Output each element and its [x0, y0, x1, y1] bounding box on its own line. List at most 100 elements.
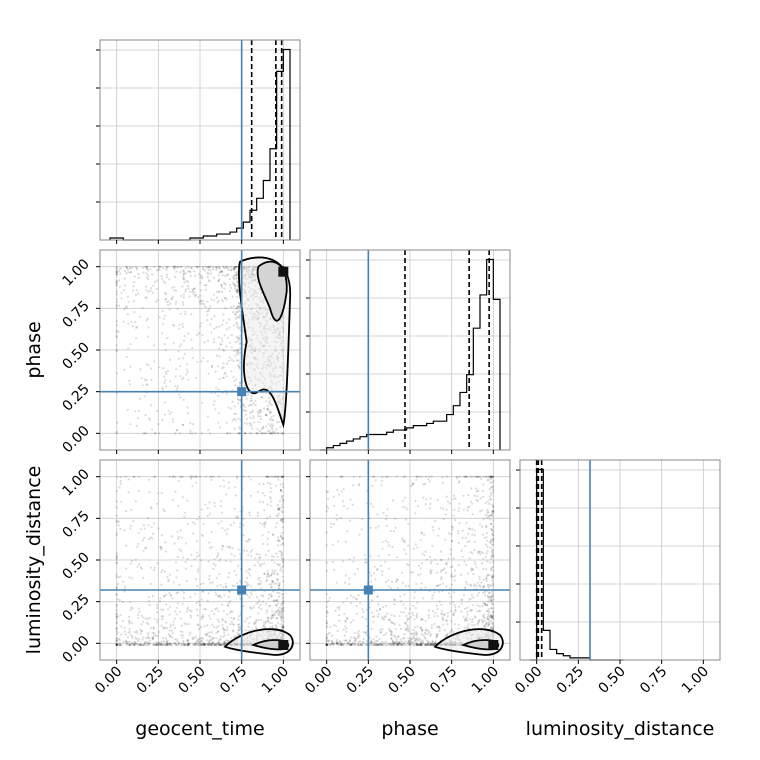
sample-point: [491, 575, 494, 579]
sample-point: [157, 492, 160, 495]
sample-point: [448, 602, 452, 605]
sample-point: [156, 279, 159, 282]
sample-point: [227, 595, 230, 599]
sample-point: [168, 643, 171, 646]
sample-point: [215, 268, 218, 271]
sample-point: [234, 486, 237, 489]
sample-point: [395, 643, 399, 646]
sample-point: [163, 594, 166, 598]
sample-point: [377, 525, 380, 528]
sample-point: [223, 643, 226, 646]
sample-point: [161, 277, 164, 280]
sample-point: [230, 305, 233, 309]
sample-point: [141, 643, 145, 647]
sample-point: [232, 266, 235, 269]
sample-point: [169, 594, 172, 597]
sample-point: [402, 637, 405, 640]
sample-point: [182, 272, 185, 275]
sample-point: [485, 475, 488, 478]
sample-point: [204, 265, 207, 268]
sample-point: [475, 495, 479, 498]
sample-point: [279, 534, 282, 537]
sample-point: [125, 265, 128, 268]
sample-point: [407, 522, 410, 525]
sample-point: [464, 544, 467, 548]
sample-point: [190, 475, 193, 478]
sample-point: [259, 415, 262, 418]
sample-point: [133, 311, 136, 314]
sample-point: [205, 639, 209, 642]
sample-point: [482, 585, 485, 589]
sample-point: [233, 507, 236, 510]
sample-point: [282, 543, 285, 546]
sample-point: [389, 629, 392, 632]
sample-point: [221, 527, 224, 530]
sample-point: [233, 266, 237, 269]
sample-point: [273, 561, 276, 564]
sample-point: [490, 616, 493, 619]
sample-point: [115, 615, 118, 619]
sample-point: [164, 643, 167, 647]
sample-point: [278, 421, 281, 424]
sample-point: [225, 375, 229, 378]
sample-point: [279, 500, 282, 503]
sample-point: [491, 590, 494, 593]
sample-point: [407, 640, 410, 643]
sample-point: [265, 407, 269, 411]
sample-point: [254, 626, 258, 629]
sample-point: [491, 554, 494, 558]
sample-point: [146, 278, 150, 281]
sample-point: [268, 432, 271, 435]
sample-point: [230, 286, 233, 289]
sample-point: [276, 578, 279, 581]
sample-point: [163, 413, 166, 416]
sample-point: [466, 540, 469, 544]
sample-point: [329, 625, 332, 628]
sample-point: [394, 635, 397, 639]
sample-point: [125, 643, 128, 646]
sample-point: [263, 494, 266, 497]
sample-point: [390, 637, 393, 640]
sample-point: [440, 577, 443, 581]
sample-point: [208, 578, 211, 581]
sample-point: [260, 587, 263, 590]
sample-point: [150, 287, 153, 290]
sample-point: [343, 612, 346, 615]
sample-point: [466, 506, 469, 509]
sample-point: [219, 284, 223, 287]
sample-point: [115, 586, 118, 589]
sample-point: [115, 506, 118, 509]
sample-point: [440, 576, 443, 579]
sample-point: [196, 623, 199, 626]
sample-point: [218, 377, 221, 380]
sample-point: [264, 620, 267, 623]
sample-point: [157, 641, 161, 644]
sample-point: [469, 583, 472, 586]
sample-point: [205, 288, 208, 291]
sample-point: [115, 344, 118, 347]
sample-point: [154, 634, 157, 637]
sample-point: [199, 294, 202, 297]
sample-point: [144, 640, 147, 644]
sample-point: [211, 623, 214, 626]
sample-point: [128, 640, 131, 644]
sample-point: [235, 573, 238, 576]
sample-point: [147, 641, 150, 644]
sample-point: [267, 409, 270, 412]
sample-point: [476, 499, 479, 502]
sample-point: [258, 553, 261, 556]
sample-point: [231, 400, 234, 403]
sample-point: [174, 275, 177, 279]
sample-point: [281, 610, 284, 613]
sample-point: [191, 289, 195, 292]
sample-point: [139, 528, 142, 531]
sample-point: [174, 643, 177, 646]
sample-point: [214, 608, 217, 611]
sample-point: [217, 421, 220, 424]
sample-point: [175, 289, 178, 292]
sample-point: [222, 313, 225, 316]
sample-point: [147, 274, 150, 277]
sample-point: [481, 562, 484, 565]
sample-point: [193, 558, 196, 561]
sample-point: [210, 638, 213, 641]
